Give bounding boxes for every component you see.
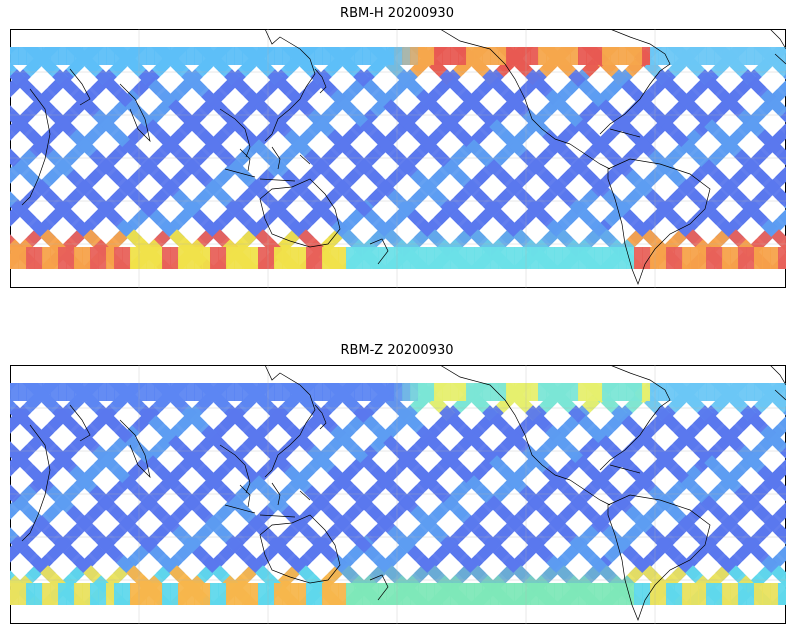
- graticule: [10, 365, 786, 624]
- coastlines: [21, 29, 786, 285]
- map-panel-rbm-z: [10, 365, 786, 624]
- satellite-coverage-swaths: [10, 47, 786, 269]
- panel-title-rbm-z: RBM-Z 20200930: [340, 343, 454, 358]
- map-panel-rbm-h: [10, 29, 786, 288]
- graticule: [10, 29, 786, 288]
- satellite-coverage-swaths: [10, 383, 786, 605]
- coastlines: [21, 365, 786, 621]
- panel-title-rbm-h: RBM-H 20200930: [340, 6, 454, 21]
